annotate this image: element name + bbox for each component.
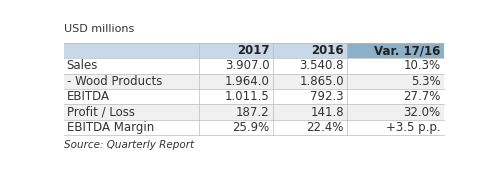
Bar xyxy=(273,58,347,74)
Text: 1.964.0: 1.964.0 xyxy=(225,75,270,88)
Text: Var. 17/16: Var. 17/16 xyxy=(374,44,441,57)
Bar xyxy=(347,120,444,135)
Bar xyxy=(273,43,347,58)
Text: - Wood Products: - Wood Products xyxy=(67,75,162,88)
Text: 141.8: 141.8 xyxy=(310,106,344,119)
Text: USD millions: USD millions xyxy=(64,24,134,35)
Text: 32.0%: 32.0% xyxy=(404,106,441,119)
Bar xyxy=(199,89,273,104)
Bar xyxy=(64,58,199,74)
Bar xyxy=(273,120,347,135)
Bar xyxy=(347,104,444,120)
Text: 3.540.8: 3.540.8 xyxy=(299,60,344,73)
Bar xyxy=(347,43,444,58)
Bar xyxy=(199,58,273,74)
Text: 1.011.5: 1.011.5 xyxy=(225,90,270,103)
Text: Source: Quarterly Report: Source: Quarterly Report xyxy=(64,140,194,150)
Bar xyxy=(64,120,199,135)
Text: 2017: 2017 xyxy=(237,44,270,57)
Bar xyxy=(347,74,444,89)
Text: 2016: 2016 xyxy=(311,44,344,57)
Bar xyxy=(199,120,273,135)
Bar xyxy=(273,104,347,120)
Text: 27.7%: 27.7% xyxy=(404,90,441,103)
Bar xyxy=(199,43,273,58)
Bar xyxy=(347,58,444,74)
Text: EBITDA Margin: EBITDA Margin xyxy=(67,121,154,134)
Bar xyxy=(64,104,199,120)
Text: 3.907.0: 3.907.0 xyxy=(225,60,270,73)
Bar xyxy=(64,89,199,104)
Text: 5.3%: 5.3% xyxy=(411,75,441,88)
Bar xyxy=(64,43,199,58)
Bar xyxy=(273,74,347,89)
Text: 22.4%: 22.4% xyxy=(306,121,344,134)
Text: EBITDA: EBITDA xyxy=(67,90,110,103)
Text: Profit / Loss: Profit / Loss xyxy=(67,106,135,119)
Text: 10.3%: 10.3% xyxy=(404,60,441,73)
Text: 792.3: 792.3 xyxy=(310,90,344,103)
Bar xyxy=(273,89,347,104)
Bar xyxy=(347,89,444,104)
Bar xyxy=(199,74,273,89)
Text: 25.9%: 25.9% xyxy=(233,121,270,134)
Text: Sales: Sales xyxy=(67,60,98,73)
Text: 187.2: 187.2 xyxy=(236,106,270,119)
Bar xyxy=(64,74,199,89)
Text: 1.865.0: 1.865.0 xyxy=(299,75,344,88)
Bar xyxy=(199,104,273,120)
Text: +3.5 p.p.: +3.5 p.p. xyxy=(386,121,441,134)
